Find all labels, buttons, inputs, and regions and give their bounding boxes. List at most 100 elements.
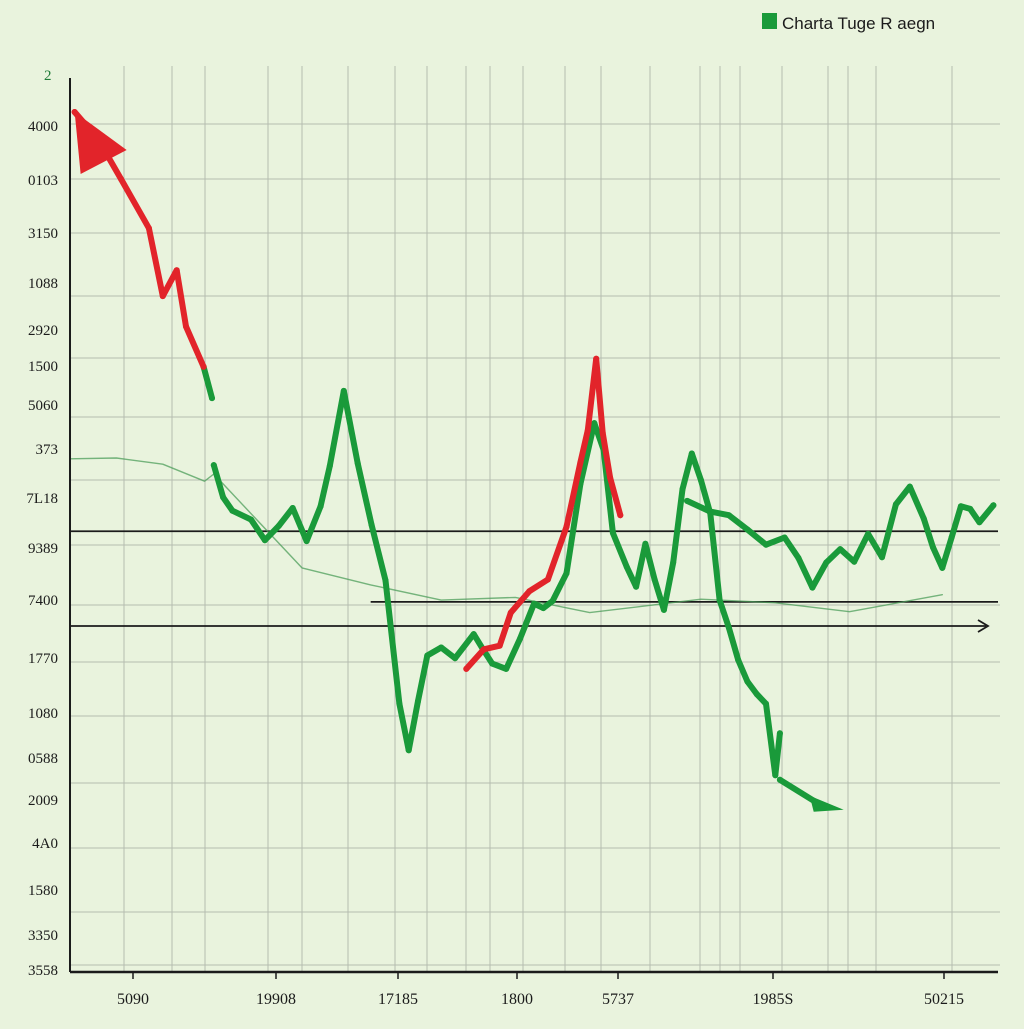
data-point <box>159 293 166 300</box>
data-point <box>772 772 779 779</box>
data-point <box>957 503 964 510</box>
data-point <box>200 363 207 370</box>
series-line-spike <box>463 355 624 672</box>
decline-arrowhead <box>74 111 127 174</box>
data-point <box>851 558 858 565</box>
y-tick-labels: 4000 0103 3150 1088 2920 1500 5060 373 7L18 9389 7… <box>26 119 58 979</box>
data-point <box>531 600 537 607</box>
y-tick-label: 1500 <box>28 359 58 375</box>
data-point <box>496 642 503 649</box>
data-point <box>489 660 496 667</box>
lower-arrowhead <box>809 795 844 812</box>
data-point <box>275 522 282 529</box>
data-point <box>781 534 788 541</box>
data-point <box>892 501 899 508</box>
data-point <box>688 450 695 457</box>
series-line-upper-tail <box>200 363 215 402</box>
y-corner-label: 2 <box>44 68 52 84</box>
data-point <box>906 483 913 490</box>
x-tick-label: 5090 <box>117 991 149 1008</box>
data-point <box>470 631 477 638</box>
data-point <box>405 747 412 754</box>
data-point <box>763 700 769 707</box>
x-tick-labels: 5090 19908 17185 1800 5737 1985S 50215 <box>117 972 964 1008</box>
y-tick-label: 1080 <box>28 706 58 722</box>
data-point <box>948 534 955 541</box>
data-point <box>763 541 769 548</box>
legend: Charta Tuge R aegn <box>762 13 935 33</box>
data-point <box>229 507 236 514</box>
data-point <box>809 584 816 591</box>
data-point <box>617 512 624 519</box>
data-point <box>591 420 598 427</box>
x-tick-label: 19908 <box>256 991 296 1008</box>
data-point <box>642 540 649 547</box>
data-point <box>607 474 614 481</box>
data-point <box>261 537 268 544</box>
data-point <box>920 515 927 522</box>
data-point <box>173 267 180 274</box>
data-point <box>248 516 254 523</box>
data-point <box>967 505 974 512</box>
y-tick-label: 3558 <box>28 963 58 979</box>
data-point <box>354 460 361 467</box>
y-tick-label: 1088 <box>28 276 58 292</box>
data-point <box>651 576 658 583</box>
data-point <box>549 598 556 604</box>
x-tick-label: 50215 <box>924 991 964 1008</box>
data-point <box>753 691 760 697</box>
data-point <box>930 544 936 551</box>
data-point <box>540 605 547 612</box>
data-point <box>609 530 616 536</box>
data-point <box>526 588 533 595</box>
y-tick-label: 2920 <box>28 323 58 339</box>
data-point <box>716 597 723 604</box>
data-point <box>452 655 459 662</box>
data-point <box>795 555 802 562</box>
y-tick-label: 4000 <box>28 119 58 135</box>
y-tick-label: 3350 <box>28 928 58 944</box>
y-tick-label: 3150 <box>28 226 58 242</box>
data-point <box>990 502 997 509</box>
data-point <box>670 559 677 566</box>
data-point <box>289 505 296 511</box>
series-group <box>69 109 997 812</box>
grid-lines <box>70 66 1000 972</box>
x-tick-label: 1800 <box>501 991 533 1008</box>
series-line-faint-baseline <box>69 457 943 614</box>
data-point <box>424 652 431 659</box>
legend-label: Charta Tuge R aegn <box>782 14 935 33</box>
data-point <box>463 665 470 672</box>
data-point <box>744 526 751 533</box>
data-point <box>633 583 640 590</box>
data-point <box>735 657 742 663</box>
x-tick-label: 1985S <box>753 991 794 1008</box>
data-point <box>684 497 691 504</box>
data-point <box>879 554 885 561</box>
y-tick-label: 7400 <box>28 593 58 609</box>
data-point <box>837 546 844 553</box>
data-point <box>415 698 421 705</box>
y-tick-label: 7L18 <box>26 491 58 507</box>
y-tick-label: 9389 <box>28 541 58 557</box>
data-point <box>707 508 714 515</box>
data-point <box>725 512 732 519</box>
y-tick-label: 0588 <box>28 751 58 767</box>
data-point <box>776 730 783 737</box>
data-point <box>660 606 667 613</box>
y-tick-label: 0103 <box>28 173 58 189</box>
data-point <box>183 323 189 330</box>
y-tick-label: 2009 <box>28 793 58 809</box>
y-tick-label: 373 <box>36 442 59 458</box>
data-point <box>577 459 584 466</box>
x-tick-label: 5737 <box>602 991 634 1008</box>
data-point <box>145 225 152 232</box>
data-point <box>507 609 514 616</box>
data-point <box>679 486 686 493</box>
data-point <box>593 355 600 362</box>
data-point <box>725 624 732 631</box>
data-point <box>220 494 227 501</box>
data-point <box>623 564 630 570</box>
